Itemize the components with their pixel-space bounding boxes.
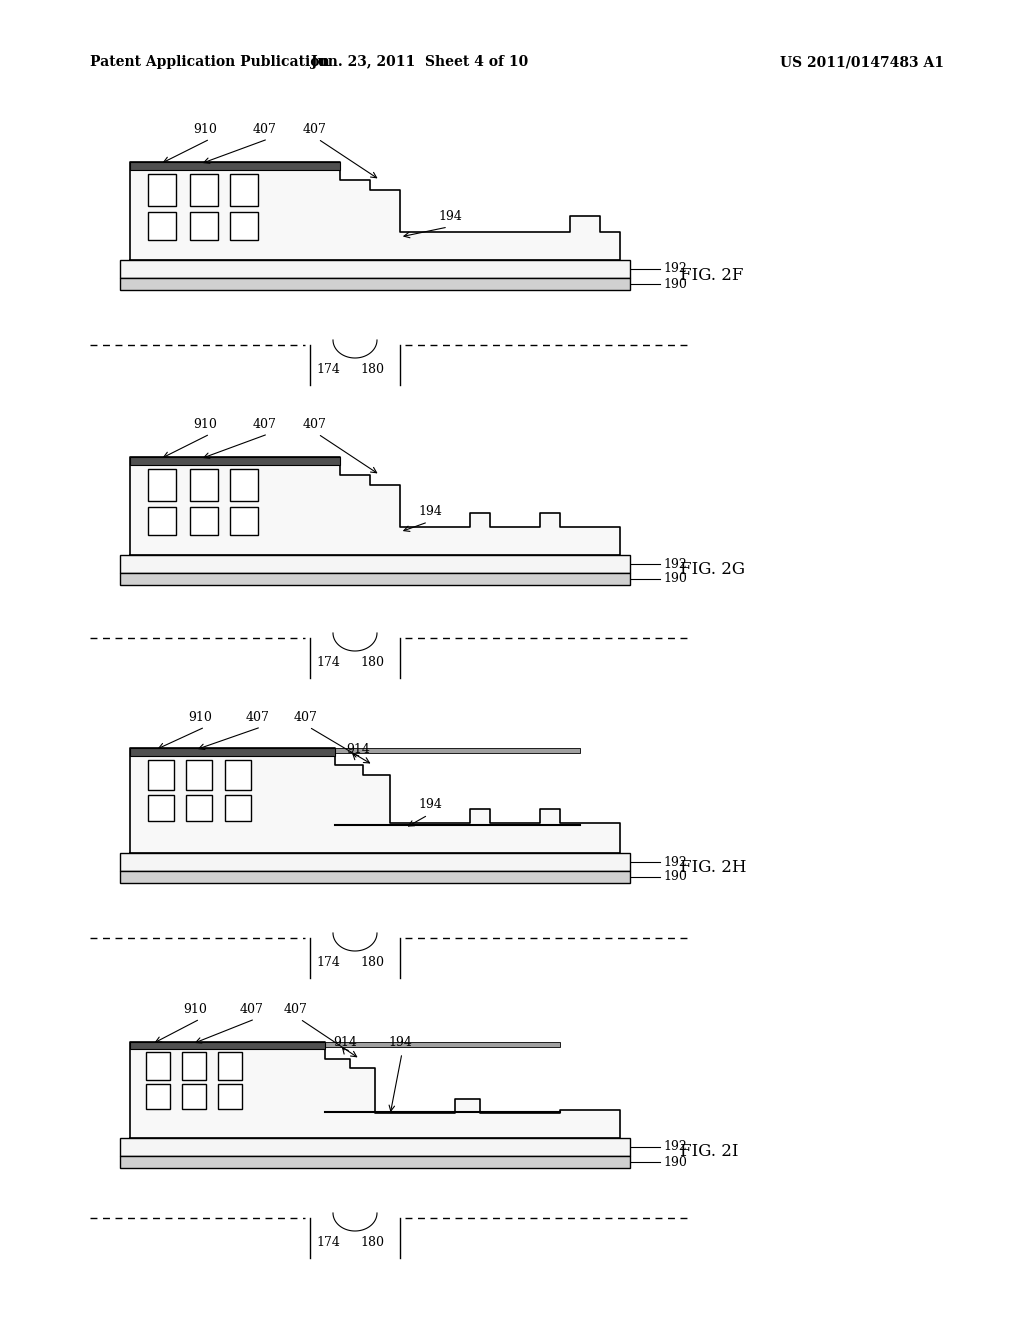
Bar bbox=[186, 795, 212, 821]
Bar bbox=[120, 260, 630, 279]
Text: 174: 174 bbox=[316, 1236, 340, 1249]
Text: 192: 192 bbox=[663, 263, 687, 276]
Bar bbox=[190, 174, 218, 206]
Text: 910: 910 bbox=[188, 711, 212, 723]
Bar bbox=[130, 457, 340, 465]
Bar bbox=[146, 1084, 170, 1109]
Text: Patent Application Publication: Patent Application Publication bbox=[90, 55, 330, 69]
Bar bbox=[120, 1138, 630, 1156]
Text: 407: 407 bbox=[246, 711, 270, 723]
Bar bbox=[120, 573, 630, 585]
Text: 174: 174 bbox=[316, 656, 340, 669]
Bar bbox=[186, 760, 212, 789]
Text: 407: 407 bbox=[284, 1003, 308, 1016]
Bar bbox=[190, 507, 218, 535]
Polygon shape bbox=[130, 1041, 620, 1138]
Text: 190: 190 bbox=[663, 277, 687, 290]
Bar bbox=[230, 174, 258, 206]
Text: 407: 407 bbox=[253, 123, 276, 136]
Text: 407: 407 bbox=[303, 123, 327, 136]
Text: 190: 190 bbox=[663, 1155, 687, 1168]
Text: FIG. 2G: FIG. 2G bbox=[680, 561, 745, 578]
Text: US 2011/0147483 A1: US 2011/0147483 A1 bbox=[780, 55, 944, 69]
Text: 180: 180 bbox=[360, 956, 384, 969]
Text: 407: 407 bbox=[303, 418, 327, 432]
Bar bbox=[190, 469, 218, 502]
Bar bbox=[130, 748, 335, 756]
Text: 194: 194 bbox=[418, 799, 442, 810]
Text: 910: 910 bbox=[194, 123, 217, 136]
Bar bbox=[148, 174, 176, 206]
Bar bbox=[148, 507, 176, 535]
Text: 180: 180 bbox=[360, 1236, 384, 1249]
Bar bbox=[225, 760, 251, 789]
Text: 192: 192 bbox=[663, 557, 687, 570]
Text: 910: 910 bbox=[194, 418, 217, 432]
Bar bbox=[218, 1084, 242, 1109]
Bar bbox=[120, 554, 630, 573]
Bar bbox=[148, 213, 176, 240]
Bar bbox=[148, 469, 176, 502]
Bar bbox=[230, 469, 258, 502]
Text: 190: 190 bbox=[663, 870, 687, 883]
Text: 910: 910 bbox=[183, 1003, 207, 1016]
Bar bbox=[130, 1041, 560, 1047]
Bar bbox=[130, 748, 580, 752]
Bar bbox=[120, 871, 630, 883]
Polygon shape bbox=[130, 457, 620, 554]
Text: 180: 180 bbox=[360, 656, 384, 669]
Text: 192: 192 bbox=[663, 1140, 687, 1154]
Text: 194: 194 bbox=[388, 1036, 412, 1049]
Bar bbox=[120, 1156, 630, 1168]
Bar bbox=[182, 1084, 206, 1109]
Bar bbox=[190, 213, 218, 240]
Bar bbox=[130, 1041, 325, 1049]
Text: 194: 194 bbox=[438, 210, 462, 223]
Text: 194: 194 bbox=[418, 506, 442, 517]
Text: 914: 914 bbox=[346, 743, 370, 756]
Bar bbox=[230, 507, 258, 535]
Polygon shape bbox=[130, 748, 620, 853]
Bar bbox=[146, 1052, 170, 1080]
Text: 174: 174 bbox=[316, 956, 340, 969]
Text: FIG. 2F: FIG. 2F bbox=[680, 267, 743, 284]
Text: 180: 180 bbox=[360, 363, 384, 376]
Text: 407: 407 bbox=[253, 418, 276, 432]
Text: FIG. 2H: FIG. 2H bbox=[680, 859, 746, 876]
Bar bbox=[130, 162, 340, 170]
Bar bbox=[218, 1052, 242, 1080]
Bar bbox=[230, 213, 258, 240]
Bar bbox=[148, 795, 174, 821]
Text: 190: 190 bbox=[663, 573, 687, 586]
Text: Jun. 23, 2011  Sheet 4 of 10: Jun. 23, 2011 Sheet 4 of 10 bbox=[311, 55, 528, 69]
Polygon shape bbox=[130, 162, 620, 260]
Bar bbox=[225, 795, 251, 821]
Text: 174: 174 bbox=[316, 363, 340, 376]
Text: 407: 407 bbox=[240, 1003, 264, 1016]
Bar bbox=[148, 760, 174, 789]
Text: FIG. 2I: FIG. 2I bbox=[680, 1143, 738, 1160]
Bar bbox=[120, 279, 630, 290]
Bar bbox=[182, 1052, 206, 1080]
Bar bbox=[120, 853, 630, 871]
Text: 914: 914 bbox=[333, 1036, 357, 1049]
Text: 192: 192 bbox=[663, 855, 687, 869]
Text: 407: 407 bbox=[294, 711, 317, 723]
